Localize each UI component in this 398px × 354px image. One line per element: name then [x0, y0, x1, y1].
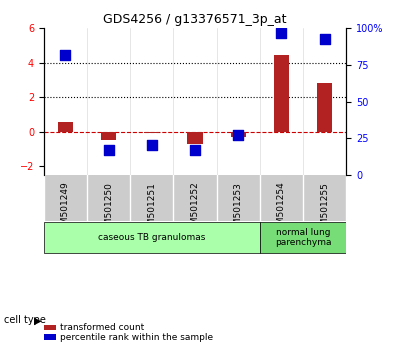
Bar [231, 132, 246, 137]
Point [235, 132, 242, 138]
Text: GSM501253: GSM501253 [234, 182, 243, 236]
Point [62, 52, 68, 57]
FancyBboxPatch shape [260, 222, 346, 253]
Text: GSM501254: GSM501254 [277, 182, 286, 236]
Text: transformed count: transformed count [60, 323, 144, 332]
Bar [317, 82, 332, 132]
Text: percentile rank within the sample: percentile rank within the sample [60, 332, 213, 342]
Text: caseous TB granulomas: caseous TB granulomas [98, 233, 205, 242]
Point [148, 143, 155, 148]
Point [322, 36, 328, 41]
Point [192, 147, 198, 153]
Text: GSM501252: GSM501252 [191, 182, 199, 236]
Title: GDS4256 / g13376571_3p_at: GDS4256 / g13376571_3p_at [103, 13, 287, 26]
Point [105, 147, 112, 153]
Bar [101, 132, 116, 140]
Text: cell type: cell type [4, 315, 46, 325]
Bar [274, 55, 289, 132]
Text: GSM501249: GSM501249 [61, 182, 70, 236]
Point [278, 30, 285, 35]
Text: GSM501255: GSM501255 [320, 182, 329, 236]
Bar [58, 122, 73, 132]
Text: GSM501250: GSM501250 [104, 182, 113, 236]
Text: normal lung
parenchyma: normal lung parenchyma [275, 228, 331, 247]
FancyBboxPatch shape [44, 222, 260, 253]
Bar [187, 132, 203, 144]
Text: ▶: ▶ [34, 315, 41, 325]
Text: GSM501251: GSM501251 [147, 182, 156, 236]
